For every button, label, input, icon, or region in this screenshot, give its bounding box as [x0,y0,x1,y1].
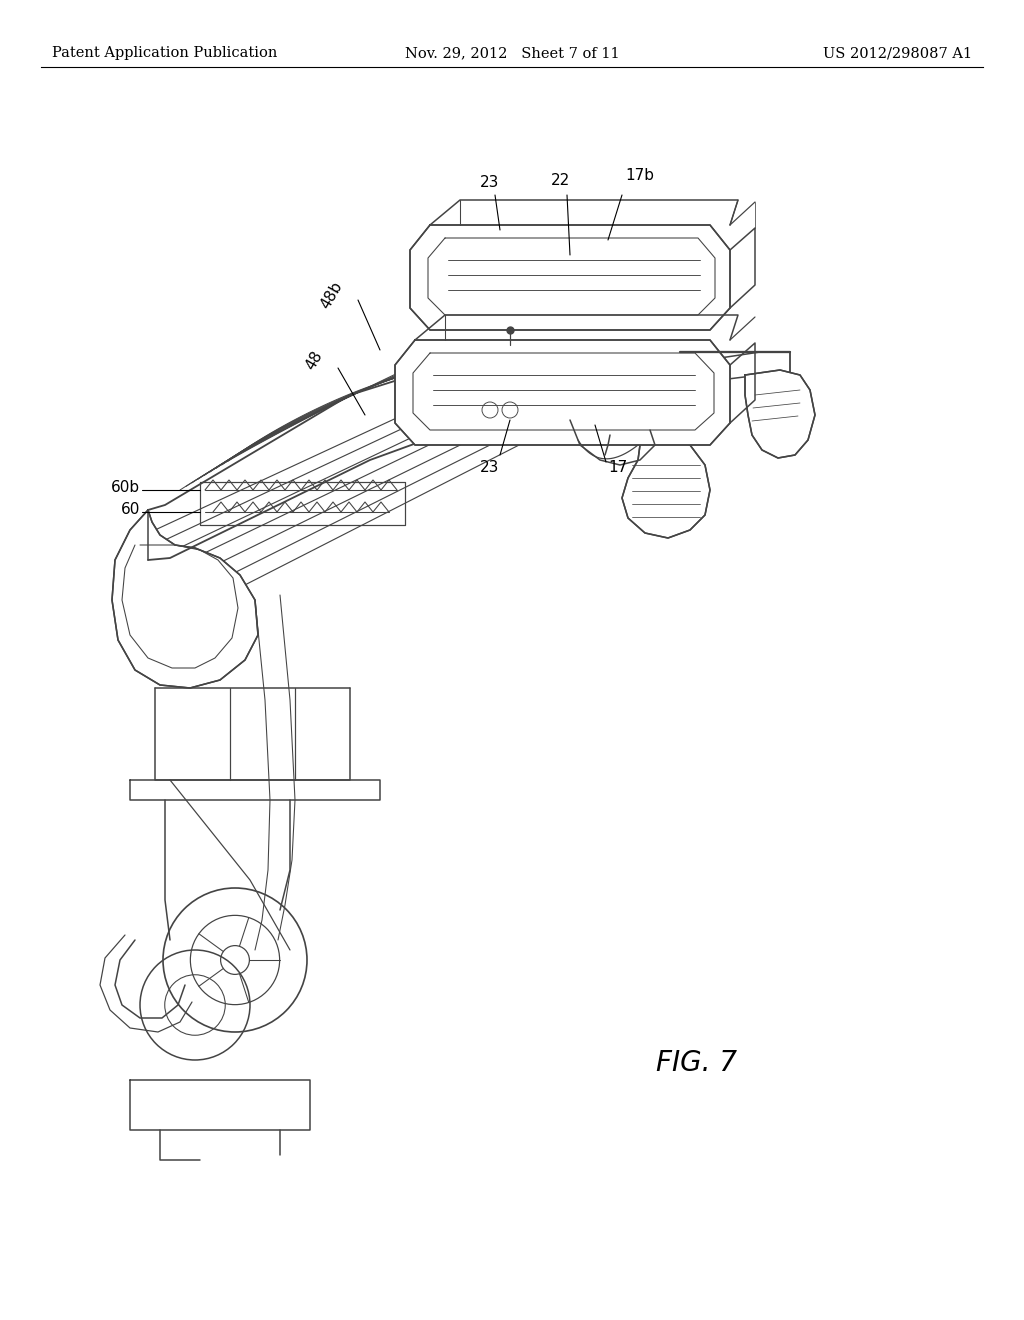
Text: FIG. 7: FIG. 7 [655,1048,737,1077]
Text: Nov. 29, 2012   Sheet 7 of 11: Nov. 29, 2012 Sheet 7 of 11 [404,46,620,61]
Text: 60: 60 [121,503,140,517]
Text: 17b: 17b [625,168,654,183]
Text: Patent Application Publication: Patent Application Publication [52,46,278,61]
Text: US 2012/298087 A1: US 2012/298087 A1 [823,46,972,61]
Polygon shape [745,370,815,458]
Text: 60b: 60b [111,479,140,495]
Text: 23: 23 [480,176,500,190]
Text: 48b: 48b [317,279,345,312]
Text: 23: 23 [480,459,500,475]
Text: 22: 22 [550,173,569,187]
Polygon shape [622,436,710,539]
Polygon shape [395,341,730,445]
Text: 17: 17 [608,461,628,475]
Polygon shape [518,350,690,440]
Text: 48: 48 [302,348,325,372]
Polygon shape [112,510,258,688]
Polygon shape [410,224,730,330]
